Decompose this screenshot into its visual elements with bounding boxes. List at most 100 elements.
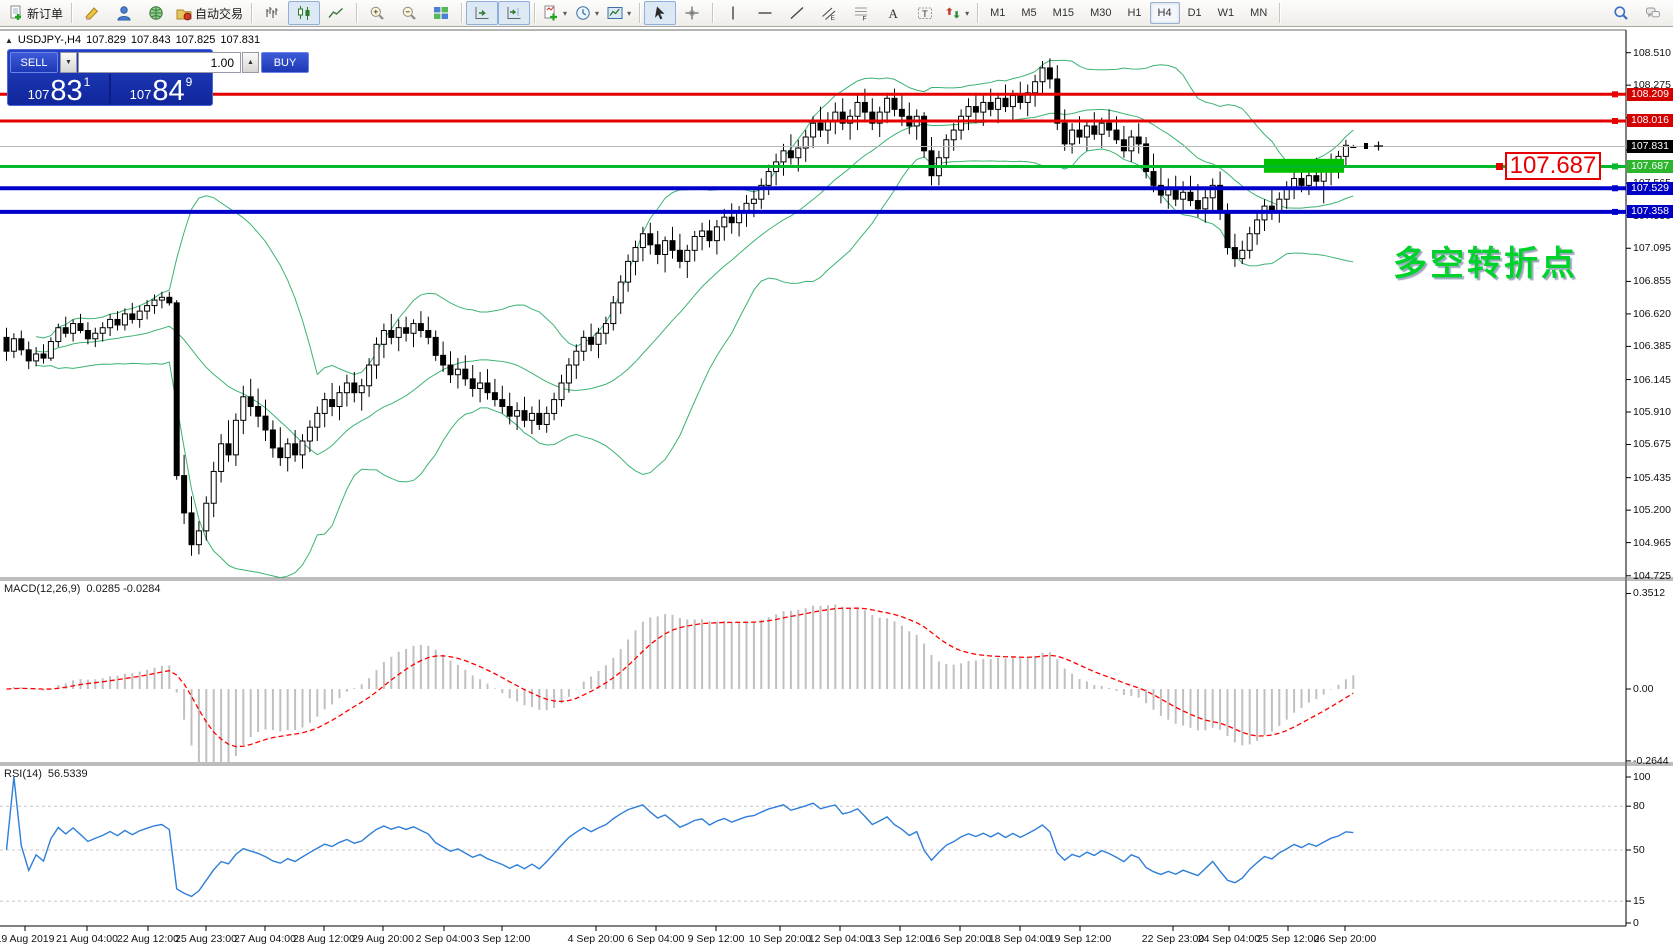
macd-axis-tick-label: -0.2644 <box>1633 754 1669 767</box>
rsi-axis-tick-label: 100 <box>1633 771 1651 783</box>
line-handle[interactable] <box>1612 185 1618 192</box>
line-chart-mode-button[interactable] <box>320 1 352 25</box>
bollinger-middle-band <box>36 108 1354 456</box>
toolbar-separator <box>71 3 73 23</box>
candle-chart-mode-button[interactable] <box>288 1 321 25</box>
candles <box>3 58 1357 556</box>
price-tag-107.831: 107.831 <box>1627 140 1673 154</box>
crayon-icon <box>85 7 99 21</box>
sell-button[interactable]: SELL <box>10 52 58 73</box>
zoom-in-button[interactable] <box>361 1 393 25</box>
line-handle[interactable] <box>1612 117 1618 124</box>
y-axis-tick-label: 105.435 <box>1633 471 1671 484</box>
rsi-line <box>5 776 1354 898</box>
volume-decrease-button[interactable]: ▼ <box>60 52 77 73</box>
styler-button[interactable] <box>76 1 108 25</box>
buy-price[interactable]: 107 84 9 <box>112 74 210 106</box>
templates-button[interactable]: ▾ <box>603 1 635 25</box>
macd-panel[interactable] <box>6 604 1355 772</box>
macd-name: MACD(12,26,9) <box>4 583 81 595</box>
new-order-button[interactable]: 新订单 <box>4 1 67 25</box>
chart-shift-button[interactable] <box>498 1 531 25</box>
vertical-line-button[interactable] <box>717 1 749 25</box>
timeframe-h1-button[interactable]: H1 <box>1127 7 1142 19</box>
ohlc-close: 107.831 <box>220 34 261 46</box>
line-handle[interactable] <box>1612 163 1618 170</box>
rsi-axis-tick-label: 50 <box>1633 844 1645 856</box>
y-axis-tick-label: 105.675 <box>1633 438 1671 451</box>
ohlc-open: 107.829 <box>86 34 126 46</box>
x-axis-tick-label: 19 Aug 2019 <box>0 933 55 945</box>
autoscroll-icon <box>475 7 489 19</box>
buy-button[interactable]: BUY <box>261 52 309 73</box>
profiles-button[interactable] <box>108 1 140 25</box>
timeframe-m30-button[interactable]: M30 <box>1090 7 1112 19</box>
crosshair-icon <box>685 6 699 20</box>
text-label-button[interactable]: T <box>909 1 941 25</box>
fibonacci-button[interactable]: F <box>845 1 877 25</box>
x-axis-tick-label: 25 Sep 12:00 <box>1256 933 1320 945</box>
chevron-down-icon: ▾ <box>965 8 970 18</box>
trendline-button[interactable] <box>781 1 813 25</box>
toolbar-separator <box>1279 3 1281 23</box>
line-handle[interactable] <box>1612 208 1618 215</box>
timeframe-w1-button[interactable]: W1 <box>1217 7 1235 19</box>
tile-windows-button[interactable] <box>425 1 457 25</box>
equidistant-channel-button[interactable]: E <box>813 1 845 25</box>
price-tag-107.358: 107.358 <box>1627 205 1673 219</box>
main-chart-panel[interactable] <box>0 58 1626 578</box>
text-icon: A <box>889 6 899 21</box>
y-axis-tick-label: 104.725 <box>1633 569 1671 582</box>
toolbar-separator <box>712 3 714 23</box>
bars-icon <box>266 7 278 18</box>
bar-chart-mode-button[interactable] <box>256 1 288 25</box>
candles-icon <box>298 6 310 20</box>
x-axis-tick-label: 21 Aug 04:00 <box>56 933 118 945</box>
volume-input[interactable] <box>78 52 241 73</box>
search-button[interactable] <box>1605 1 1637 25</box>
chat-icon <box>1646 7 1660 18</box>
x-axis-tick-label: 22 Aug 12:00 <box>117 933 179 945</box>
line-handle[interactable] <box>1612 91 1618 98</box>
y-axis-tick-label: 105.200 <box>1633 504 1671 517</box>
indicators-button[interactable]: ▾ <box>539 1 571 25</box>
x-axis-tick-label: 27 Aug 04:00 <box>234 933 296 945</box>
label-icon: T <box>918 7 933 20</box>
macd-indicator-label: MACD(12,26,9) 0.0285 -0.0284 <box>4 583 160 595</box>
timeframe-mn-button[interactable]: MN <box>1250 7 1268 19</box>
chat-button[interactable] <box>1637 1 1669 25</box>
toolbar: 新订单 自动交易 ▾ ▾ ▾ E F A T ▾ M1 M5 M15 M30 H1 H4 D1 W1 MN <box>0 0 1673 27</box>
text-button[interactable]: A <box>877 1 909 25</box>
rsi-panel[interactable] <box>0 776 1626 902</box>
volume-increase-button[interactable]: ▲ <box>242 52 259 73</box>
news-button[interactable] <box>140 1 172 25</box>
price-callout[interactable]: 107.687 <box>1505 152 1601 180</box>
timeframe-d1-button[interactable]: D1 <box>1187 7 1202 19</box>
timeframe-h4-button[interactable]: H4 <box>1149 2 1180 24</box>
x-axis-tick-label: 29 Aug 20:00 <box>352 933 414 945</box>
ohlc-low: 107.825 <box>175 34 216 46</box>
zoom-out-button[interactable] <box>393 1 425 25</box>
auto-trading-button[interactable]: 自动交易 <box>172 1 247 25</box>
sell-price[interactable]: 107 83 1 <box>10 74 108 106</box>
timeframe-m5-button[interactable]: M5 <box>1021 7 1037 19</box>
arrows-button[interactable]: ▾ <box>941 1 973 25</box>
periods-button[interactable]: ▾ <box>571 1 603 25</box>
rsi-values: 56.5339 <box>47 768 88 780</box>
horizontal-line-button[interactable] <box>749 1 781 25</box>
auto-scroll-button[interactable] <box>466 1 499 25</box>
toolbar-separator <box>977 3 979 23</box>
turning-point-annotation[interactable]: 多空转折点 <box>1393 245 1578 283</box>
new-order-icon <box>10 5 21 20</box>
auto-trading-label: 自动交易 <box>195 6 244 21</box>
crosshair-button[interactable] <box>676 1 708 25</box>
macd-signal-line <box>6 607 1354 748</box>
cursor-button[interactable] <box>644 1 677 25</box>
collapse-chart-panel-icon[interactable]: ▲ <box>5 35 13 45</box>
callout-anchor-handle[interactable] <box>1496 163 1503 170</box>
zoom-in-icon <box>370 6 384 20</box>
timeframe-m15-button[interactable]: M15 <box>1052 7 1075 19</box>
chart-window: ▲ USDJPY-,H4 107.829 107.843 107.825 107… <box>0 28 1673 949</box>
timeframe-m1-button[interactable]: M1 <box>990 7 1006 19</box>
